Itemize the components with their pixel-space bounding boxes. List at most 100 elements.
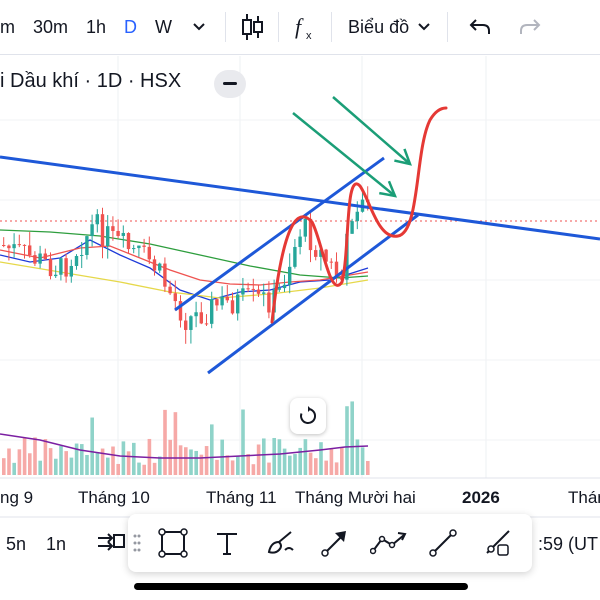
rectangle-icon[interactable] xyxy=(146,521,200,565)
candle-body xyxy=(152,259,157,271)
candle-body xyxy=(194,312,198,317)
user-drawings[interactable] xyxy=(0,96,600,375)
volume-bar xyxy=(33,437,37,475)
goto-date-icon[interactable] xyxy=(96,530,126,563)
candle-body xyxy=(158,263,162,271)
volume-bar xyxy=(360,447,365,475)
volume-bar xyxy=(173,412,178,475)
path-icon[interactable] xyxy=(362,521,416,565)
reset-icon xyxy=(300,406,317,424)
green-arrow-head xyxy=(379,180,398,198)
range-5d[interactable]: 5n xyxy=(6,534,27,554)
volume-bar xyxy=(230,460,235,475)
volume-bar xyxy=(100,448,105,475)
volume-bar xyxy=(210,424,214,475)
ma-line-green xyxy=(0,229,369,279)
candle-body xyxy=(308,218,313,251)
volume-bar xyxy=(262,438,266,475)
volume-bar xyxy=(137,462,141,475)
chart-type-dropdown[interactable]: Biểu đồ xyxy=(340,17,439,38)
red-projection-path xyxy=(270,106,448,324)
timezone-clock[interactable]: :59 (UT xyxy=(538,534,599,554)
volume-bar xyxy=(324,460,328,475)
volume-ma-line xyxy=(0,433,369,459)
candle-body xyxy=(173,293,177,302)
resistance-trendline xyxy=(0,155,600,241)
candle-body xyxy=(126,232,131,250)
volume-bar xyxy=(251,464,256,475)
candle-body xyxy=(111,226,115,231)
symbol-title[interactable]: i Dầu khí · 1D · HSX xyxy=(0,70,182,92)
volume-bar xyxy=(199,454,204,475)
chevron-down-icon xyxy=(418,23,430,31)
volume-bar xyxy=(194,450,198,475)
volume-bar xyxy=(80,444,84,475)
collapse-legend-button[interactable] xyxy=(214,70,246,98)
candle-body xyxy=(288,266,292,285)
arrow-icon[interactable] xyxy=(308,521,362,565)
chevron-down-icon[interactable] xyxy=(181,9,217,45)
redo-icon[interactable] xyxy=(512,9,548,45)
ray-icon[interactable] xyxy=(470,521,524,565)
candle-body xyxy=(256,289,261,294)
candle-body xyxy=(22,244,27,246)
candle-body xyxy=(64,258,68,277)
candle-body xyxy=(184,320,188,330)
timeframe-w[interactable]: W xyxy=(155,16,173,37)
candle-body xyxy=(38,253,42,264)
trend-line-icon[interactable] xyxy=(416,521,470,565)
candle-body xyxy=(33,255,37,264)
candle-body xyxy=(267,292,271,313)
candle-body xyxy=(74,255,79,266)
drag-handle-icon[interactable] xyxy=(128,533,146,553)
moving-average-lines xyxy=(0,229,369,301)
minus-icon xyxy=(223,82,237,85)
volume-bar xyxy=(54,458,58,475)
volume-bar xyxy=(158,456,162,475)
volume-bar xyxy=(111,446,115,475)
candle-body xyxy=(293,246,297,267)
candle-body xyxy=(230,300,235,314)
undo-icon[interactable] xyxy=(462,9,498,45)
volume-bar xyxy=(85,454,89,475)
volume-bar xyxy=(74,443,79,475)
candle-body xyxy=(116,230,120,236)
timeframe-30m[interactable]: 30m xyxy=(33,16,69,37)
candle-body xyxy=(147,246,151,260)
candle-body xyxy=(80,254,84,256)
candle-body xyxy=(215,299,219,306)
candle-body xyxy=(28,245,32,256)
volume-bar xyxy=(116,463,120,475)
reset-chart-button[interactable] xyxy=(290,398,326,434)
volume-bar xyxy=(345,406,349,475)
timeframe-m[interactable]: m xyxy=(0,16,15,37)
volume-bar xyxy=(314,458,318,475)
toolbar-divider xyxy=(225,12,227,42)
indicators-fx-icon[interactable]: f x xyxy=(287,9,323,45)
green-arrow xyxy=(292,112,396,197)
brush-icon[interactable] xyxy=(254,521,308,565)
timeframe-d[interactable]: D xyxy=(124,16,138,37)
volume-bar xyxy=(152,462,157,475)
candle-body xyxy=(85,236,89,255)
candle-body xyxy=(329,261,333,263)
candle-body xyxy=(132,248,136,250)
candle-body xyxy=(246,288,250,290)
volume-bar xyxy=(22,437,27,475)
timeframe-1h[interactable]: 1h xyxy=(86,16,107,37)
volume-bar xyxy=(106,457,110,475)
candlestick-icon[interactable] xyxy=(234,9,270,45)
volume-bar xyxy=(2,458,6,475)
volume-bar xyxy=(308,452,313,475)
range-1d[interactable]: 1n xyxy=(46,534,67,554)
text-icon[interactable] xyxy=(200,521,254,565)
xaxis-label-oct: Tháng 10 xyxy=(78,488,150,507)
candle-body xyxy=(178,301,183,321)
xaxis-label-nov: Tháng 11 xyxy=(206,488,277,507)
candle-body xyxy=(199,312,203,324)
volume-bar xyxy=(303,439,308,475)
ma-line-blue xyxy=(0,239,369,301)
candle-body xyxy=(220,296,224,306)
candle-body xyxy=(189,316,193,330)
